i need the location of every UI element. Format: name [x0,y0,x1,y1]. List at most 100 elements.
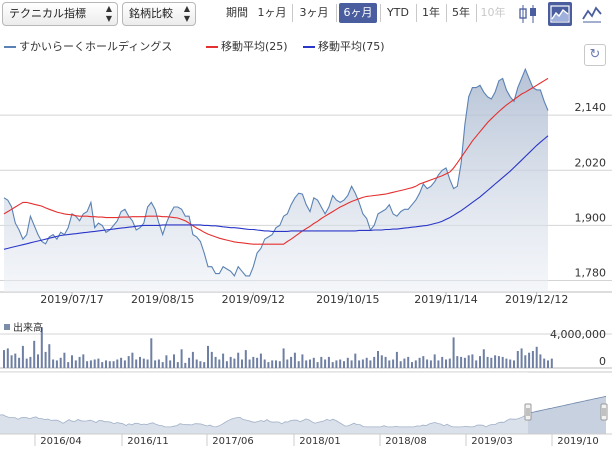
price-area [4,69,548,292]
volume-bar [286,359,289,368]
volume-bar [414,360,417,369]
volume-bar [112,361,115,368]
volume-bar [173,354,175,368]
volume-bar [437,360,440,369]
volume-bar [479,356,481,368]
volume-bar [354,353,357,368]
compare-select[interactable]: 銘柄比較 ▲ ▼ [122,2,196,26]
volume-bar [135,359,138,368]
y-tick-label: 1,780 [575,267,607,280]
period-label: 期間 [226,6,248,19]
volume-bar [520,348,523,368]
volume-bar [74,360,77,369]
navigator-background [0,371,612,451]
volume-swatch [4,323,10,330]
y-tick-label: 1,900 [575,211,607,224]
volume-bar [384,356,387,368]
volume-bar [267,362,270,368]
volume-bar [3,350,5,368]
volume-bar [365,357,368,368]
volume-bar [222,353,225,368]
divider [416,4,417,22]
volume-bar [105,360,107,369]
volume-bar [25,358,28,368]
volume-bar [252,356,255,368]
volume-tick-label: 4,000,000 [550,328,606,341]
volume-bar [309,359,311,368]
refresh-icon[interactable]: ↻ [584,44,606,66]
volume-bar [59,357,62,368]
volume-bar [377,351,379,368]
volume-bar [37,354,39,368]
volume-bar [275,360,277,369]
volume-bar [188,357,191,368]
volume-bar [418,357,421,368]
volume-bar [516,351,519,368]
navigator[interactable]: 2016/04 2016/11 2017/06 2018/01 2018/08 2019/… [0,371,612,451]
volume-bar [411,362,413,368]
area-chart-icon[interactable] [548,2,572,26]
volume-bar [237,352,240,368]
navigator-label: 2018/01 [299,436,341,447]
period-ytd-button[interactable]: YTD [387,6,409,19]
navigator-handle[interactable] [524,403,532,421]
volume-bar [528,352,531,368]
volume-bar [14,353,17,368]
period-5y-button[interactable]: 5年 [452,6,470,19]
volume-bar [10,355,13,369]
volume-bar [482,349,485,368]
volume-bar [165,355,168,369]
legend-ma75[interactable]: 移動平均(75) [303,40,385,54]
volume-bar [161,362,164,368]
legend-ma25[interactable]: 移動平均(25) [206,40,288,54]
navigator-handle[interactable] [600,403,608,421]
volume-bar [97,358,100,368]
volume-bar [48,344,51,368]
volume-bar [509,359,512,368]
legend-price[interactable]: すかいらーくホールディングス [4,40,172,54]
volume-bar [392,359,395,368]
volume-bar [395,351,398,368]
navigator-label: 2019/10 [557,436,599,447]
volume-bar [229,356,232,368]
volume-bar [210,351,213,368]
volume-bar [63,352,66,368]
volume-bar [184,362,187,368]
volume-bar [199,361,202,368]
legend-ma25-swatch [206,46,218,48]
technical-indicator-select[interactable]: テクニカル指標 ▲ ▼ [2,2,118,26]
volume-bar [71,355,73,369]
volume-bar [101,362,104,368]
volume-label: 出来高 [4,319,43,334]
divider [446,4,447,22]
volume-bar [52,359,55,368]
divider [292,4,293,22]
volume-bar [55,360,58,369]
volume-bar [157,359,160,368]
volume-bar [67,362,70,368]
volume-bar [259,353,262,368]
volume-bar [131,352,134,368]
volume-bar [524,355,527,369]
period-1m-button[interactable]: 1ヶ月 [257,6,287,19]
volume-bar [44,351,47,368]
volume-bar [320,356,323,368]
navigator-label: 2016/11 [127,436,169,447]
volume-bar [346,357,349,368]
x-axis: 2019/07/17 2019/08/15 2019/09/12 2019/10/15… [40,292,568,306]
line-chart-icon[interactable] [580,2,604,26]
x-tick-label: 2019/08/15 [131,293,194,306]
period-6m-button[interactable]: 6ヶ月 [339,3,377,23]
navigator-label: 2018/08 [385,436,427,447]
volume-bar [441,356,444,368]
candlestick-chart-icon[interactable] [516,2,540,26]
legend-price-swatch [4,46,16,48]
period-1y-button[interactable]: 1年 [422,6,440,19]
divider [380,4,381,22]
divider [476,4,477,22]
volume-bar [429,360,432,369]
period-3m-button[interactable]: 3ヶ月 [299,6,329,19]
volume-bar [207,345,209,368]
technical-indicator-select-label: テクニカル指標 [9,7,86,20]
